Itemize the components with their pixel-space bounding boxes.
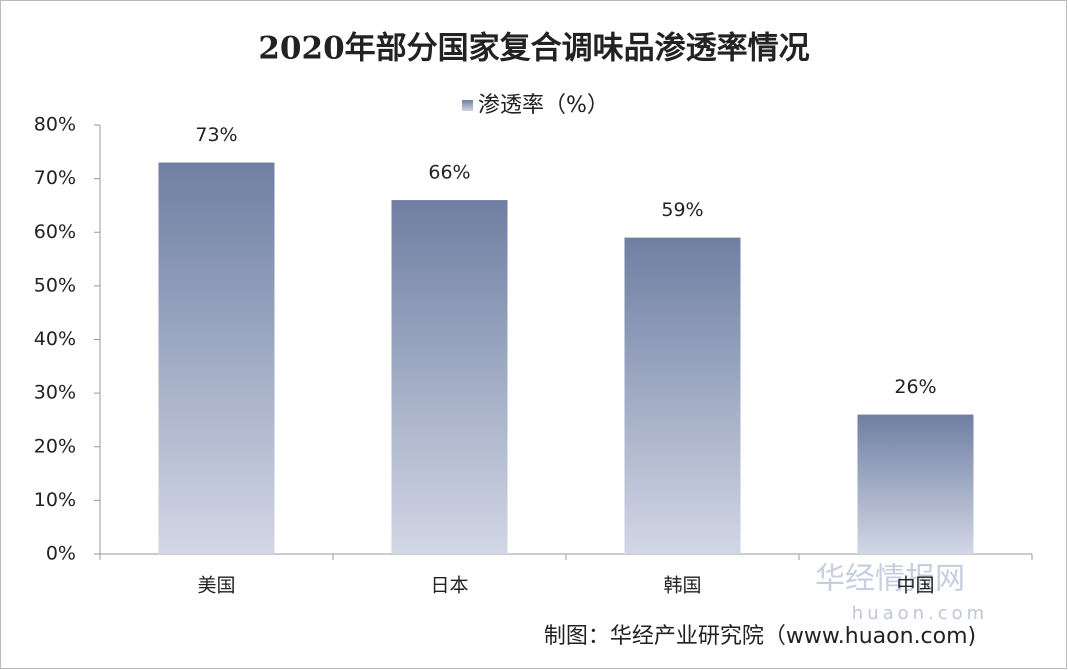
y-tick-label: 80% [34,114,76,136]
y-tick-label: 40% [34,328,76,350]
bar [158,162,275,554]
y-tick-label: 20% [34,435,76,457]
bar [624,237,741,555]
y-tick-label: 60% [34,221,76,243]
watermark: 华经情报网 [815,562,965,597]
x-tick-label: 美国 [197,575,235,597]
value-label: 73% [195,124,237,146]
y-tick-label: 30% [34,382,76,404]
value-label: 59% [661,199,703,221]
source-note: 制图：华经产业研究院（www.huaon.com) [544,624,976,649]
x-tick-label: 中国 [896,575,934,597]
y-tick-label: 10% [34,489,76,511]
legend-label: 渗透率（%） [478,93,609,118]
y-tick-label: 50% [34,274,76,296]
bar [857,414,974,554]
chart-title: 2020年部分国家复合调味品渗透率情况 [258,31,809,67]
bar [391,200,508,554]
x-tick-label: 日本 [430,575,468,597]
watermark: huaon.com [852,603,988,624]
x-tick-label: 韩国 [663,575,701,597]
y-tick-label: 0% [46,543,76,565]
value-label: 66% [428,162,470,184]
legend-swatch [462,100,473,111]
y-tick-label: 70% [34,167,76,189]
value-label: 26% [894,376,936,398]
